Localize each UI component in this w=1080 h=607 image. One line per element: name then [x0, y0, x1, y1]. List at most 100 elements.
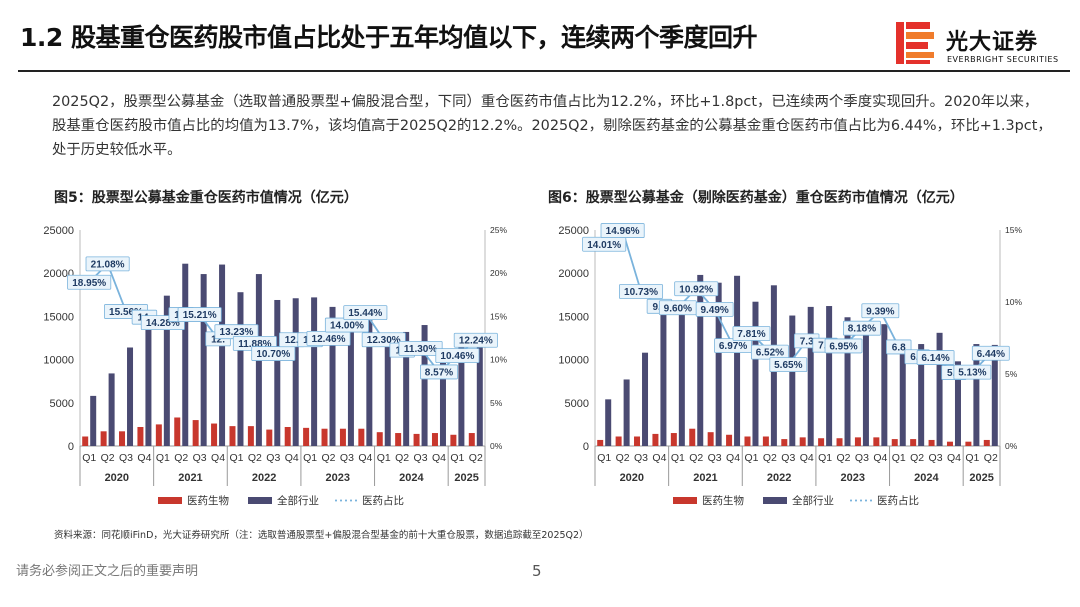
- chart-6-title: 图6：股票型公募基金（剔除医药基金）重仓医药市值情况（亿元）: [548, 190, 964, 206]
- ratio-label-text: 12.30%: [367, 335, 401, 346]
- ratio-label-text: 10.70%: [256, 349, 290, 360]
- year-label: 2023: [840, 472, 864, 484]
- ratio-label-box: [695, 301, 734, 317]
- pharma-bar: [781, 439, 788, 446]
- ratio-label-text: 6.8: [892, 342, 906, 353]
- x-tick-label: Q4: [285, 452, 299, 464]
- x-tick-label: Q4: [432, 452, 446, 464]
- slide-title: 1.2 股基重仓医药股市值占比处于五年均值以下，连续两个季度回升: [20, 23, 758, 52]
- y2-tick-label: 0%: [490, 441, 503, 451]
- ratio-label-box: [769, 357, 808, 373]
- pharma-bar: [100, 431, 107, 446]
- chart-legend: 医药生物 全部行业 医药占比: [158, 494, 404, 507]
- all-industry-bar: [752, 301, 759, 446]
- all-industry-bar: [826, 306, 833, 446]
- year-label: 2024: [914, 472, 939, 484]
- x-tick-label: Q4: [137, 452, 151, 464]
- pharma-bar: [946, 441, 953, 446]
- y-tick-label: 0: [68, 441, 74, 453]
- brand-name-en: EVERBRIGHT SECURITIES: [947, 55, 1059, 64]
- ratio-label-text: 15.21%: [183, 310, 217, 321]
- year-label: 2020: [620, 472, 644, 484]
- ratio-label-text: 9.39%: [866, 306, 894, 317]
- legend-pharma-swatch: [158, 497, 182, 504]
- legend-ratio-label: 医药占比: [362, 494, 404, 507]
- year-label: 2022: [252, 472, 276, 484]
- x-tick-label: Q4: [358, 452, 372, 464]
- ratio-data-label: 14.96%: [600, 223, 645, 238]
- legend-ratio-label: 医药占比: [877, 494, 919, 507]
- all-industry-bar: [366, 313, 373, 446]
- pharma-bar: [174, 417, 181, 446]
- ratio-data-label: 5.13%: [953, 364, 992, 380]
- pharma-bar: [910, 439, 917, 446]
- pharma-bar: [873, 437, 880, 446]
- brand-name-cn: 光大证券: [946, 30, 1039, 55]
- x-tick-label: Q2: [469, 452, 483, 464]
- disclaimer-note: 请务必参阅正文之后的重要声明: [16, 564, 199, 579]
- chart-6-svg: 0 5000 10000 15000 20000 25000 0% 5% 10% 15% 14.01…: [558, 223, 1022, 507]
- all-industry-bar: [237, 292, 244, 446]
- ratio-label-box: [674, 281, 719, 297]
- ratio-label-box: [435, 348, 480, 364]
- all-industry-bar: [862, 322, 869, 446]
- all-industry-bar: [642, 352, 649, 446]
- ratio-label-box: [453, 332, 498, 348]
- pharma-bar: [615, 436, 622, 446]
- ratio-label-text: 7.81%: [737, 329, 765, 340]
- x-tick-label: Q1: [597, 452, 611, 464]
- ratio-label-text: 14.96%: [606, 226, 640, 237]
- x-tick-label: Q2: [616, 452, 630, 464]
- pharma-bar: [192, 420, 199, 446]
- x-tick-label: Q4: [800, 452, 814, 464]
- ratio-label-box: [251, 346, 296, 361]
- y2-tick-label: 10%: [1005, 297, 1022, 307]
- ratio-label-text: 10.46%: [440, 351, 474, 362]
- legend-all-label: 全部行业: [277, 494, 319, 507]
- pharma-bar: [321, 428, 328, 446]
- ratio-label-text: 6.95%: [829, 341, 857, 352]
- year-label: 2020: [105, 472, 129, 484]
- pharma-bar: [707, 432, 714, 446]
- all-industry-bar: [918, 344, 925, 446]
- ratio-label-text: 21.08%: [91, 259, 125, 270]
- all-industry-bar: [108, 373, 115, 446]
- ratio-label-text: 14.00%: [330, 321, 364, 332]
- ratio-label-text: 6.97%: [719, 341, 747, 352]
- chart-legend: 医药生物 全部行业 医药占比: [673, 494, 919, 507]
- x-tick-label: Q3: [266, 452, 280, 464]
- pharma-bar: [229, 426, 236, 446]
- all-industry-bar: [292, 298, 299, 446]
- ratio-label-text: 6.14%: [921, 353, 949, 364]
- ratio-label-text: 14.01%: [587, 240, 621, 251]
- pharma-bar: [891, 439, 898, 446]
- pharma-bar: [284, 426, 291, 446]
- year-label: 2023: [325, 472, 349, 484]
- pharma-bar: [358, 428, 365, 446]
- pharma-bar: [303, 427, 310, 446]
- all-industry-bar: [715, 282, 722, 446]
- all-industry-bar: [421, 325, 428, 446]
- x-tick-label: Q2: [910, 452, 924, 464]
- x-tick-label: Q2: [174, 452, 188, 464]
- pharma-bar: [431, 433, 438, 446]
- all-industry-bar: [605, 399, 612, 446]
- all-industry-bar: [991, 344, 998, 446]
- pharma-bar: [395, 433, 402, 446]
- ratio-label-box: [619, 284, 664, 299]
- pharma-bar: [670, 433, 677, 446]
- x-tick-label: Q2: [322, 452, 336, 464]
- all-industry-bar: [163, 295, 170, 446]
- x-tick-label: Q4: [726, 452, 740, 464]
- pharma-bar: [965, 441, 972, 446]
- page-number: 5: [532, 562, 542, 580]
- year-label: 2021: [178, 472, 202, 484]
- x-tick-label: Q4: [211, 452, 225, 464]
- ratio-data-label: 8.18%: [843, 320, 881, 336]
- x-tick-label: Q3: [781, 452, 795, 464]
- all-industry-bar: [145, 316, 152, 446]
- pharma-bar: [137, 426, 144, 446]
- summary-paragraph: 2025Q2，股票型公募基金（选取普通股票型+偏股混合型，下同）重仓医药市值占比…: [52, 94, 1052, 158]
- source-note: 资料来源：同花顺iFinD，光大证券研究所（注：选取普通股票型+偏股混合型基金的…: [54, 530, 589, 541]
- ratio-data-label: 6.14%: [916, 350, 955, 365]
